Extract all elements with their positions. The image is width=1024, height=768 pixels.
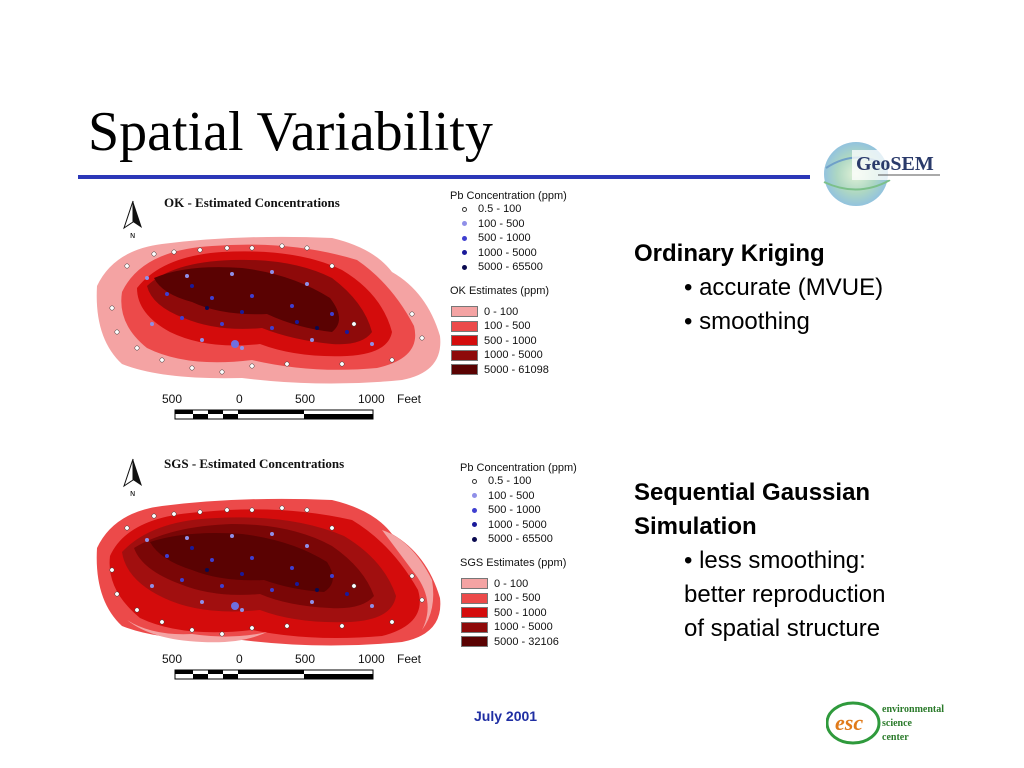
geosem-wordmark: GeoSEM: [856, 153, 934, 175]
legend-item: 100 - 500: [450, 217, 567, 232]
legend-item: 5000 - 61098: [450, 363, 567, 378]
legend-title: Pb Concentration (ppm): [450, 190, 567, 202]
esc-logo: esc environmental science center: [826, 701, 944, 745]
legend-title: Pb Concentration (ppm): [460, 462, 577, 474]
slide-title: Spatial Variability: [88, 101, 493, 163]
sgs-heading-line: Simulation: [634, 513, 757, 540]
legend-item: 1000 - 5000: [460, 518, 577, 533]
map-title: SGS - Estimated Concentrations: [164, 456, 345, 471]
svg-text:environmental: environmental: [882, 704, 944, 715]
legend-item: 5000 - 65500: [450, 260, 567, 275]
legend-item: 100 - 500: [460, 489, 577, 504]
legend-item: 1000 - 5000: [450, 348, 567, 363]
sgs-bullet-block: Sequential Gaussian Simulation • less sm…: [634, 476, 885, 646]
sgs-map-figure: N SGS - Estimated Concentrations: [92, 452, 597, 692]
bullet-item: • less smoothing:: [684, 547, 866, 574]
ok-map-figure: N OK - Estimated Concentrations: [92, 190, 597, 430]
legend-title: SGS Estimates (ppm): [460, 556, 567, 569]
map-title: OK - Estimated Concentrations: [164, 195, 340, 210]
sgs-estimate-surface: [96, 498, 441, 646]
svg-text:N: N: [130, 490, 135, 498]
footer-date: July 2001: [474, 708, 538, 724]
legend-item: 100 - 500: [450, 319, 567, 334]
ok-points-legend: Pb Concentration (ppm) 0.5 - 100 100 - 5…: [450, 190, 567, 377]
legend-item: 5000 - 32106: [460, 635, 577, 650]
legend-item: 500 - 1000: [450, 334, 567, 349]
bullet-item-continuation: of spatial structure: [684, 615, 881, 642]
legend-item: 5000 - 65500: [460, 532, 577, 547]
ok-sample-points: [109, 243, 425, 375]
bullet-item-continuation: better reproduction: [684, 581, 886, 608]
legend-item: 1000 - 5000: [460, 620, 577, 635]
ok-bullet-block: Ordinary Kriging • accurate (MVUE) • smo…: [634, 237, 883, 339]
ok-heading: Ordinary Kriging: [634, 240, 825, 267]
scale-bar: 500 0 500 1000 Feet: [162, 652, 432, 680]
svg-text:center: center: [882, 732, 909, 743]
legend-item: 500 - 1000: [460, 503, 577, 518]
esc-mark: esc: [835, 710, 863, 735]
bullet-item: • accurate (MVUE): [684, 274, 884, 301]
svg-text:science: science: [882, 718, 913, 729]
north-arrow-icon: N: [123, 458, 142, 498]
legend-item: 0.5 - 100: [450, 202, 567, 217]
sgs-points-legend: Pb Concentration (ppm) 0.5 - 100 100 - 5…: [460, 462, 577, 649]
legend-item: 100 - 500: [460, 591, 577, 606]
bullet-item: • smoothing: [684, 308, 810, 335]
north-arrow-icon: N: [123, 200, 142, 240]
sgs-heading-line: Sequential Gaussian: [634, 479, 871, 506]
sgs-sample-points: [109, 505, 425, 637]
legend-item: 0.5 - 100: [460, 474, 577, 489]
legend-item: 0 - 100: [460, 577, 577, 592]
legend-title: OK Estimates (ppm): [450, 284, 550, 297]
svg-text:N: N: [130, 232, 135, 240]
title-divider: [78, 175, 810, 179]
legend-item: 0 - 100: [450, 305, 567, 320]
legend-item: 500 - 1000: [460, 606, 577, 621]
scale-bar: 500 0 500 1000 Feet: [162, 392, 432, 420]
geosem-logo: GeoSEM: [823, 142, 944, 206]
legend-item: 500 - 1000: [450, 231, 567, 246]
ok-estimate-surface: [96, 236, 441, 384]
legend-item: 1000 - 5000: [450, 246, 567, 261]
